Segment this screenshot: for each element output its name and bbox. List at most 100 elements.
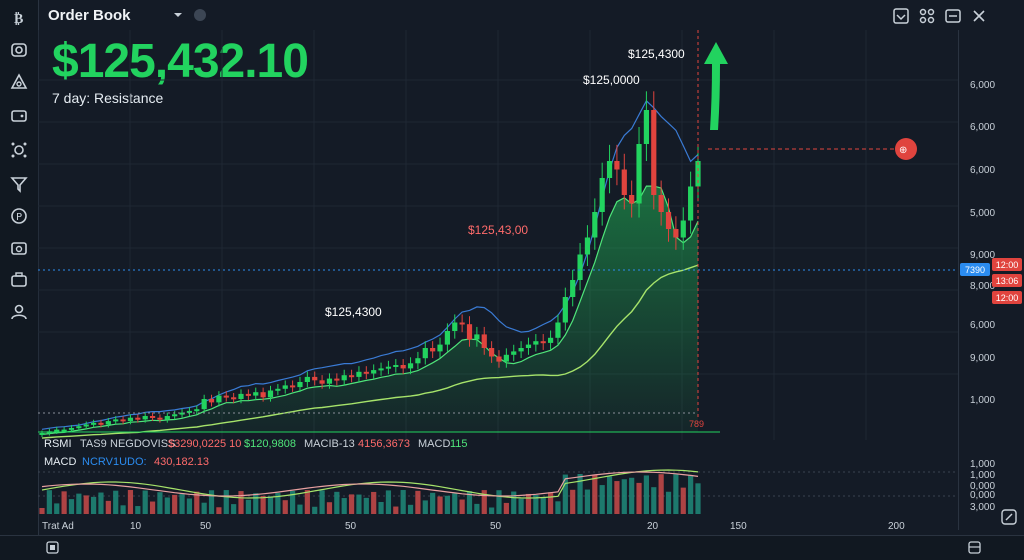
snapshot-icon[interactable] — [9, 238, 29, 258]
histogram-bar — [105, 500, 111, 514]
candle-body — [260, 392, 266, 398]
rsmi-label[interactable]: RSMI — [44, 438, 72, 450]
triangle-icon[interactable] — [9, 72, 29, 92]
candle-body — [562, 297, 568, 323]
candle-body — [503, 354, 509, 362]
candle-body — [127, 417, 134, 422]
macd-label[interactable]: MACD — [44, 456, 77, 468]
annotation-label: $125,0000 — [583, 73, 640, 87]
candle-body — [570, 280, 576, 297]
ma-slow-line — [41, 264, 699, 439]
price-tag-blue: 7390 — [960, 263, 990, 276]
candle-body — [290, 385, 296, 388]
coin-icon[interactable]: P — [9, 206, 29, 226]
grid-icon[interactable] — [918, 7, 936, 25]
candle-body — [282, 385, 288, 389]
candle-body — [208, 399, 215, 403]
page-title[interactable]: Order Book — [48, 7, 131, 24]
x-axis-label: 50 — [200, 521, 212, 532]
network-icon[interactable] — [9, 140, 29, 160]
rsmi-value: 115 — [450, 438, 468, 450]
alert-marker-glyph: ⊕ — [899, 145, 907, 156]
rsmi-value: 4156,3673 — [358, 438, 410, 450]
alert-marker-icon[interactable] — [895, 138, 917, 160]
histogram-bar — [636, 482, 642, 514]
rsmi-value: $120,9808 — [244, 438, 296, 450]
layout-icon[interactable] — [968, 541, 981, 554]
histogram-bar — [172, 494, 178, 514]
svg-text:₿: ₿ — [14, 11, 23, 26]
price-area — [42, 186, 698, 435]
histogram-bar — [223, 490, 229, 514]
candle-body — [245, 393, 251, 396]
price-chart[interactable]: ⊕ $125,4300 $125,0000 $125,43,00 $125,43… — [38, 30, 958, 440]
histogram-bar — [179, 494, 185, 514]
briefcase-icon[interactable] — [9, 270, 29, 290]
histogram-bar — [238, 491, 244, 514]
bottom-bar — [0, 509, 1024, 560]
candle-body — [651, 110, 657, 195]
macd-value: NCRV1UDO: — [82, 456, 147, 468]
histogram-bar — [688, 475, 694, 514]
candle-body — [186, 410, 193, 413]
histogram-bar — [658, 474, 664, 514]
candle-body — [238, 393, 244, 399]
rsmi-value: NEGDOVISS — [110, 438, 176, 450]
close-icon[interactable] — [970, 7, 988, 25]
candle-body — [61, 429, 67, 432]
x-axis-label: 20 — [647, 521, 659, 532]
price-subtitle: 7 day: Resistance — [52, 90, 164, 106]
candle-body — [385, 366, 392, 369]
user-icon[interactable] — [9, 302, 29, 322]
sub-y-label: 1,000 — [970, 470, 996, 481]
histogram-bar — [452, 493, 458, 514]
x-axis-label: 150 — [730, 521, 747, 532]
candle-body — [673, 229, 679, 238]
annotation-label: $125,43,00 — [468, 223, 528, 237]
histogram-bar — [489, 507, 495, 514]
candle-body — [371, 370, 377, 374]
price-tag-red: 13:06 — [992, 274, 1022, 287]
rsmi-value: $3290,0225 10 — [168, 438, 242, 450]
candle-body — [172, 414, 178, 417]
histogram-bar — [290, 490, 296, 514]
histogram-bar — [621, 479, 627, 514]
chevron-down-icon[interactable] — [173, 10, 183, 20]
rsmi-value: MACIB-13 — [304, 438, 355, 450]
candle-body — [496, 356, 502, 362]
edit-icon[interactable] — [1000, 508, 1018, 526]
candle-body — [459, 322, 465, 325]
left-rail: ₿ P — [0, 0, 39, 559]
candle-body — [415, 358, 421, 364]
histogram-bar — [481, 490, 487, 514]
window-icon[interactable] — [944, 7, 962, 25]
wallet-icon[interactable] — [9, 106, 29, 126]
histogram-bar — [201, 502, 207, 514]
candle-body — [76, 426, 82, 429]
histogram-bar — [312, 506, 318, 514]
candle-body — [304, 376, 310, 382]
histogram-bar — [157, 492, 163, 514]
camera-icon[interactable] — [9, 40, 29, 60]
bitcoin-icon[interactable]: ₿ — [9, 8, 29, 28]
x-axis-label: Trat Ad — [42, 521, 74, 532]
histogram-bar — [393, 506, 399, 514]
candle-body — [658, 195, 664, 212]
x-axis-label: 10 — [130, 521, 142, 532]
candle-body — [83, 424, 89, 427]
x-axis-label: 50 — [490, 521, 502, 532]
candle-body — [253, 392, 259, 396]
badge-icon[interactable] — [892, 7, 910, 25]
filter-icon[interactable] — [9, 174, 29, 194]
candle-body — [518, 348, 524, 352]
indicator-strip: RSMI TAS9 NEGDOVISS $3290,0225 10 $120,9… — [38, 438, 958, 452]
candle-body — [179, 412, 185, 415]
histogram-bar — [606, 476, 613, 514]
histogram-bar — [127, 490, 134, 514]
histogram-bar — [592, 474, 598, 514]
x-axis-label: 200 — [888, 521, 905, 532]
frame-icon[interactable] — [46, 541, 59, 554]
macd-panel[interactable] — [38, 452, 958, 518]
histogram-bar — [643, 475, 650, 514]
axis-divider — [958, 30, 959, 530]
